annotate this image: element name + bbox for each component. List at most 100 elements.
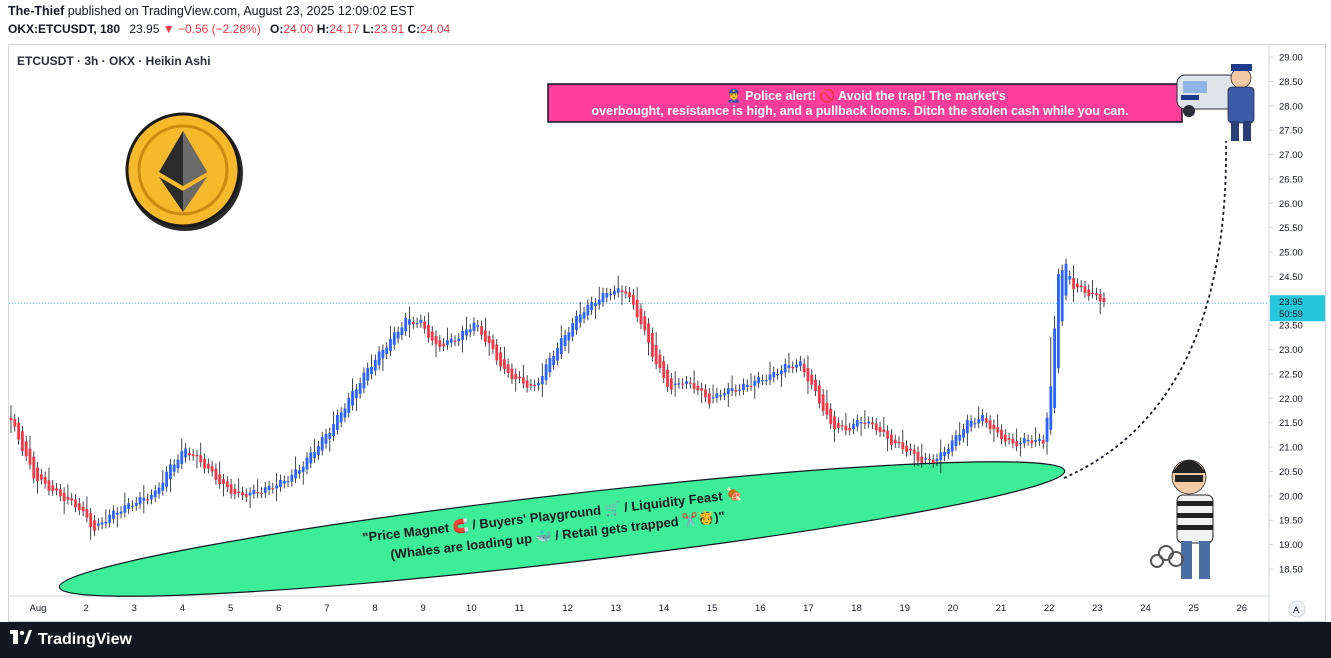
candle-body [715,393,719,398]
auto-scale-button[interactable]: A [1288,600,1306,618]
footer-bar: TradingView [0,622,1331,658]
y-tick-label: 26.00 [1279,199,1303,210]
candle-body [798,361,802,367]
candle-body [681,383,685,385]
candle-body [950,440,954,452]
price-tag-countdown: 50:59 [1279,309,1303,320]
candle-body [343,408,347,418]
candle-body [1030,440,1034,444]
candle-body [347,398,351,413]
x-tick-label: 18 [851,603,862,614]
y-tick-label: 25.00 [1279,248,1303,259]
candle-body [506,364,510,373]
candle-body [275,485,279,489]
candle-body [1102,297,1106,303]
candle-body [514,373,518,380]
candle-body [1019,442,1022,444]
candle-body [233,489,237,495]
y-tick-label: 19.00 [1279,540,1303,551]
high-label: H: [316,22,330,36]
candle-body [165,471,168,487]
candle-body [605,293,609,298]
candle-body [260,492,263,494]
candle-body [992,424,996,430]
candle-body [658,354,662,368]
candle-body [286,481,290,483]
x-tick-label: 8 [372,603,377,614]
candle-body [696,386,700,391]
candle-body [55,488,58,491]
candle-body [544,364,548,381]
price-chart[interactable]: 29.00 28.50 28.00 27.50 27.00 26.50 26.00 25.50… [9,45,1326,622]
candle-body [89,513,93,528]
candle-body [768,374,772,381]
candle-body [290,474,294,482]
x-tick-label: Aug [30,603,47,614]
candle-body [81,506,85,512]
candle-body [738,389,742,391]
candle-body [852,423,855,430]
x-tick-label: 15 [707,603,718,614]
candle-body [521,377,525,384]
candle-body [36,467,39,482]
y-tick-label: 23.00 [1279,345,1303,356]
x-tick-label: 19 [899,603,910,614]
candle-body [400,327,404,336]
chart-panel[interactable]: 29.00 28.50 28.00 27.50 27.00 26.50 26.00 25.50… [8,44,1326,622]
candle-body [320,437,324,451]
last-price: 23.95 [129,22,160,36]
candle-body [704,389,707,398]
candle-body [1091,292,1094,294]
x-tick-label: 22 [1044,603,1055,614]
candle-body [601,293,605,303]
time-axis[interactable]: Aug 2 3 4 5 6 7 8 9 10 11 12 13 14 15 16 17 18 19 20 21 22 23 2… [30,603,1247,614]
candle-body [814,379,817,392]
candle-body [108,514,112,523]
candle-body [939,452,943,461]
candle-body [1003,434,1007,442]
thief-icon [1150,459,1214,579]
candle-body [271,488,275,490]
ethereum-classic-coin-icon [125,112,243,231]
candle-body [537,383,540,386]
candle-body [58,489,62,497]
candle-body [150,494,153,500]
candle-body [93,520,96,531]
candle-body [131,505,134,507]
candle-body [161,482,165,491]
tradingview-logo[interactable]: TradingView [10,630,132,649]
candle-body [47,480,51,491]
police-banner[interactable]: 👮‍♂️ Police alert! 🚫 Avoid the trap! The… [547,83,1183,123]
candle-body [263,487,267,493]
y-tick-label: 22.00 [1279,394,1303,405]
candle-body [742,383,745,391]
candle-body [795,364,798,368]
candle-body [787,365,791,369]
candle-body [711,397,715,399]
candle-body [723,393,726,396]
candle-body [761,380,764,382]
candle-body [74,499,77,508]
author-name[interactable]: The-Thief [8,4,65,18]
candle-body [282,480,286,484]
candle-body [100,522,104,525]
high-value: 24.17 [329,22,360,36]
candle-body [370,367,373,375]
candle-body [396,331,400,339]
candle-body [688,382,692,384]
y-tick-label: 21.00 [1279,443,1303,454]
x-tick-label: 12 [562,603,573,614]
brand-name: TradingView [38,631,132,648]
y-tick-label: 26.50 [1279,174,1303,185]
candle-body [848,428,852,431]
candle-body [453,340,457,342]
x-tick-label: 21 [996,603,1007,614]
candle-body [559,338,563,355]
current-price-tag[interactable]: 23.95 50:59 [1270,295,1326,322]
candle-body [563,334,567,347]
open-value: 24.00 [283,22,314,36]
candle-body [726,388,730,395]
x-tick-label: 26 [1236,603,1247,614]
candle-body [518,376,521,379]
candle-body [1075,283,1079,288]
